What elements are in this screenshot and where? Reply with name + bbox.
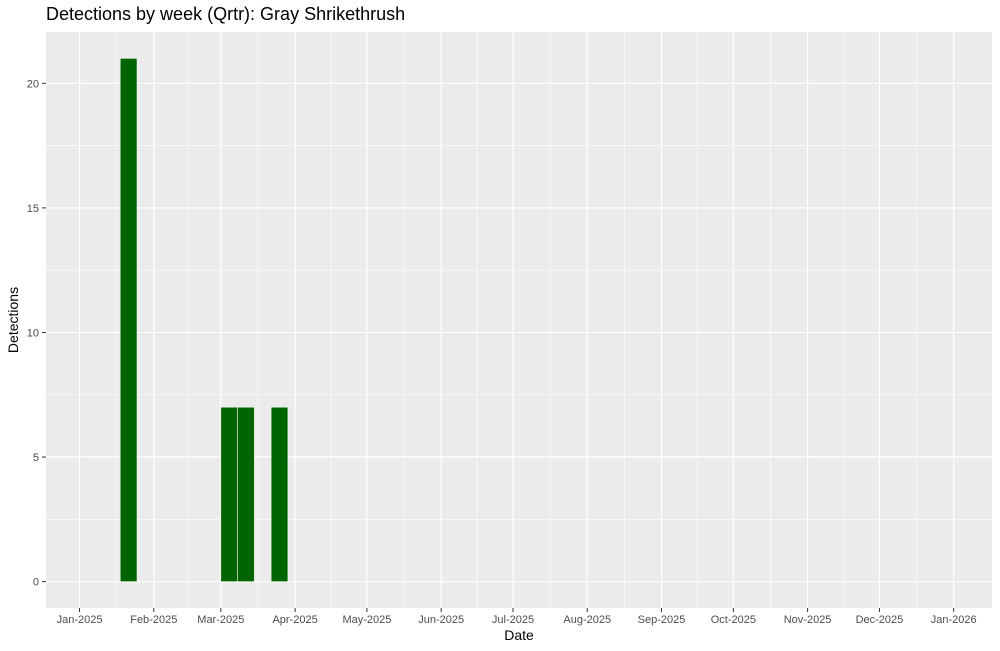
x-tick-label: Sep-2025	[638, 614, 686, 626]
major-gridlines	[46, 32, 992, 608]
x-tick-label: Feb-2025	[130, 614, 177, 626]
x-tick-label: Jan-2025	[57, 614, 103, 626]
plot-panel	[46, 32, 992, 608]
bar	[237, 406, 255, 582]
x-axis: Jan-2025 Feb-2025 Mar-2025 Apr-2025 May-2025…	[57, 608, 977, 626]
x-tick-label: Oct-2025	[711, 614, 756, 626]
bar	[220, 406, 238, 582]
x-tick-label: Jul-2025	[492, 614, 534, 626]
y-axis: 0 5 10 15 20	[27, 78, 46, 589]
x-axis-title: Date	[504, 627, 534, 643]
chart-title: Detections by week (Qrtr): Gray Shriketh…	[46, 4, 406, 24]
x-tick-label: Nov-2025	[784, 614, 832, 626]
bar	[119, 58, 138, 582]
y-tick-label: 15	[27, 203, 39, 215]
x-tick-label: May-2025	[342, 614, 391, 626]
y-tick-label: 5	[33, 452, 39, 464]
y-tick-label: 20	[27, 78, 39, 90]
y-tick-label: 0	[33, 577, 39, 589]
x-tick-label: Jun-2025	[418, 614, 464, 626]
x-tick-label: Apr-2025	[272, 614, 317, 626]
minor-gridlines	[46, 32, 992, 608]
bar	[270, 406, 289, 582]
x-tick-label: Jan-2026	[931, 614, 977, 626]
x-tick-label: Mar-2025	[197, 614, 244, 626]
x-tick-label: Aug-2025	[563, 614, 611, 626]
y-tick-label: 10	[27, 327, 39, 339]
x-tick-label: Dec-2025	[856, 614, 904, 626]
bars	[119, 58, 289, 582]
y-axis-title: Detections	[5, 287, 21, 353]
